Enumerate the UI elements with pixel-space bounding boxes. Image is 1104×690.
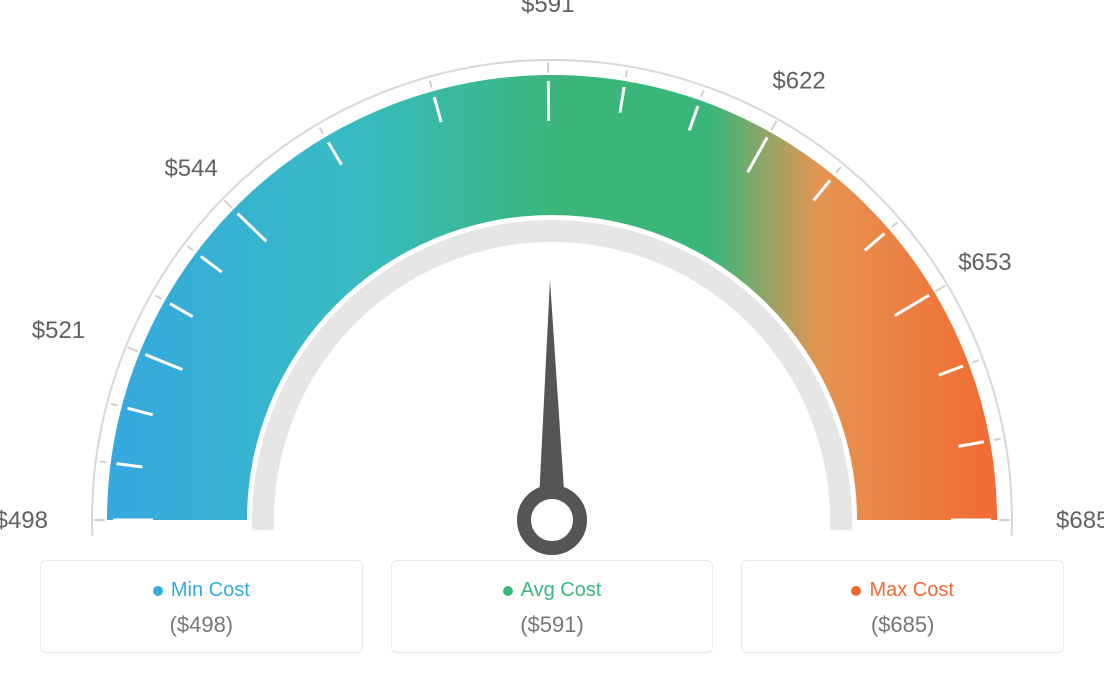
legend-label-avg: Avg Cost (521, 579, 602, 602)
gauge-tick-label: $521 (32, 317, 85, 344)
legend-value-avg: ($591) (402, 612, 703, 638)
gauge-tick-label: $622 (772, 68, 825, 95)
gauge-tick-label: $591 (521, 0, 574, 18)
legend-label-min: Min Cost (171, 579, 250, 602)
gauge-chart: $498 $521 $544 $591 $622 $653 $685 (0, 0, 1104, 560)
gauge-tick-label: $544 (164, 155, 217, 182)
legend-title-max: Max Cost (851, 579, 953, 602)
gauge-svg: $498 $521 $544 $591 $622 $653 $685 (0, 0, 1104, 560)
legend-title-avg: Avg Cost (503, 579, 602, 602)
gauge-hub (524, 492, 580, 548)
legend-value-min: ($498) (51, 612, 352, 638)
gauge-needle (538, 280, 566, 520)
gauge-tick-label: $685 (1056, 507, 1104, 534)
legend-label-max: Max Cost (869, 579, 953, 602)
legend-card-max: Max Cost ($685) (741, 560, 1064, 653)
legend-card-min: Min Cost ($498) (40, 560, 363, 653)
legend-dot-avg (503, 586, 513, 596)
legend-dot-max (851, 586, 861, 596)
legend-row: Min Cost ($498) Avg Cost ($591) Max Cost… (0, 560, 1104, 653)
gauge-tick-label: $498 (0, 507, 48, 534)
legend-title-min: Min Cost (153, 579, 250, 602)
legend-card-avg: Avg Cost ($591) (391, 560, 714, 653)
legend-dot-min (153, 586, 163, 596)
gauge-tick-label: $653 (958, 249, 1011, 276)
legend-value-max: ($685) (752, 612, 1053, 638)
